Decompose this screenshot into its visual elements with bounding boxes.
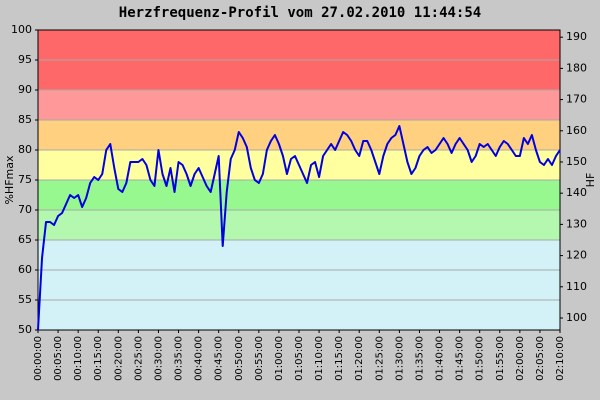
x-tick-label: 01:05:00 xyxy=(294,336,305,381)
y-tick-label: 75 xyxy=(18,173,32,186)
x-tick-label: 01:10:00 xyxy=(314,336,325,381)
y-tick-label: 85 xyxy=(18,113,32,126)
y2-tick-label: 150 xyxy=(566,155,587,168)
y-tick-label: 80 xyxy=(18,143,32,156)
y2-tick-label: 190 xyxy=(566,30,587,43)
y2-tick-label: 110 xyxy=(566,280,587,293)
y2-tick-label: 160 xyxy=(566,124,587,137)
x-tick-label: 01:20:00 xyxy=(354,336,365,381)
y2-tick-label: 170 xyxy=(566,93,587,106)
zone-band xyxy=(38,240,560,330)
line-series xyxy=(37,125,561,331)
x-tick-label: 01:40:00 xyxy=(435,336,446,381)
y-tick-label: 60 xyxy=(18,263,32,276)
zone-band xyxy=(38,120,560,150)
chart-title: Herzfrequenz-Profil vom 27.02.2010 11:44… xyxy=(119,5,481,21)
x-tick-label: 00:40:00 xyxy=(194,336,205,381)
x-tick-label: 01:35:00 xyxy=(414,336,425,381)
x-tick-label: 01:50:00 xyxy=(475,336,486,381)
x-tick-label: 01:25:00 xyxy=(374,336,385,381)
x-tick-label: 00:55:00 xyxy=(254,336,265,381)
x-tick-label: 00:35:00 xyxy=(174,336,185,381)
x-tick-label: 01:15:00 xyxy=(334,336,345,381)
x-tick-label: 02:00:00 xyxy=(515,336,526,381)
y2-tick-label: 130 xyxy=(566,217,587,230)
y-tick-label: 95 xyxy=(18,53,32,66)
y-axis-label: %HFmax xyxy=(3,155,16,205)
y2-tick-label: 140 xyxy=(566,186,587,199)
x-tick-label: 01:55:00 xyxy=(495,336,506,381)
x-tick-label: 00:50:00 xyxy=(234,336,245,381)
y2-tick-label: 120 xyxy=(566,249,587,262)
x-tick-label: 00:25:00 xyxy=(133,336,144,381)
x-tick-label: 02:05:00 xyxy=(535,336,546,381)
x-tick-label: 00:20:00 xyxy=(113,336,124,381)
y-tick-label: 65 xyxy=(18,233,32,246)
y2-tick-label: 100 xyxy=(566,311,587,324)
y-tick-label: 90 xyxy=(18,83,32,96)
y-tick-label: 100 xyxy=(11,23,32,36)
zone-band xyxy=(38,90,560,120)
x-tick-label: 01:45:00 xyxy=(455,336,466,381)
y-tick-label: 70 xyxy=(18,203,32,216)
zone-band xyxy=(38,210,560,240)
x-tick-label: 00:15:00 xyxy=(93,336,104,381)
y-tick-label: 50 xyxy=(18,323,32,336)
y2-tick-label: 180 xyxy=(566,61,587,74)
x-tick-label: 00:45:00 xyxy=(214,336,225,381)
x-tick-label: 00:05:00 xyxy=(53,336,64,381)
x-tick-label: 00:10:00 xyxy=(73,336,84,381)
x-tick-label: 00:00:00 xyxy=(33,336,44,381)
plot-frame xyxy=(37,29,561,331)
x-tick-label: 01:30:00 xyxy=(394,336,405,381)
y2-axis-label: HF xyxy=(584,173,597,188)
y-tick-label: 55 xyxy=(18,293,32,306)
x-tick-label: 02:10:00 xyxy=(555,336,566,381)
x-tick-label: 00:30:00 xyxy=(153,336,164,381)
x-tick-label: 01:00:00 xyxy=(274,336,285,381)
zone-band xyxy=(38,180,560,210)
